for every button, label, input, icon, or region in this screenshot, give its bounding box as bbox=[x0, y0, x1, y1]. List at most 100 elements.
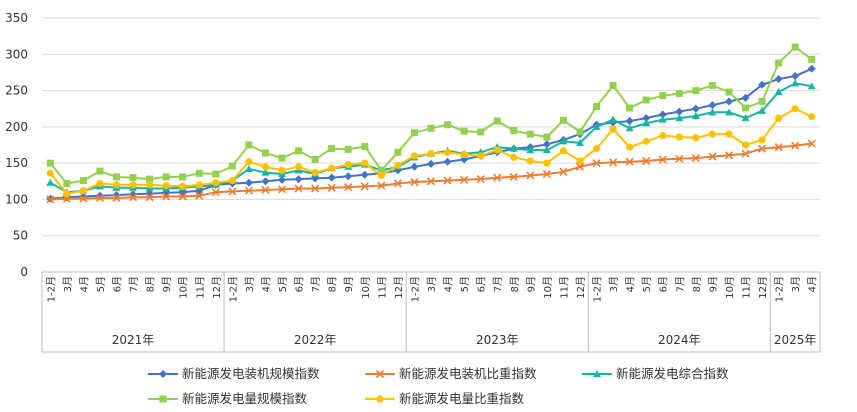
data-point bbox=[277, 185, 287, 194]
data-point bbox=[559, 137, 568, 145]
data-point bbox=[725, 130, 733, 138]
legend: 新能源发电装机规模指数 新能源发电装机比重指数 新能源发电综合指数新能源发电量规模指… bbox=[148, 366, 729, 406]
data-point bbox=[294, 184, 303, 193]
x-axis: 1-2月 3月 4月 5月 6月 7月 8月 9月 10月 11月 12月 1-2月 3月 4月 5月 6月 7… bbox=[41, 271, 821, 353]
y-tick-label: 150 bbox=[5, 156, 28, 170]
data-point bbox=[526, 130, 534, 138]
data-point bbox=[576, 128, 584, 136]
data-point bbox=[344, 183, 353, 192]
data-point bbox=[708, 108, 717, 116]
data-point bbox=[195, 181, 203, 189]
x-tick-label: 5月 bbox=[459, 276, 471, 292]
x-tick-label: 6月 bbox=[294, 276, 306, 292]
data-point bbox=[112, 181, 121, 189]
data-point bbox=[410, 152, 419, 160]
data-point bbox=[741, 114, 750, 122]
x-tick-label: 12月 bbox=[393, 276, 405, 299]
data-point bbox=[211, 188, 220, 197]
x-tick-label: 5月 bbox=[641, 276, 653, 292]
data-point bbox=[278, 166, 286, 174]
data-point bbox=[328, 145, 336, 153]
data-point bbox=[775, 114, 783, 122]
x-tick-label: 11月 bbox=[376, 276, 388, 299]
x-tick-label: 10月 bbox=[178, 276, 190, 299]
data-point bbox=[807, 139, 816, 148]
y-tick-label: 250 bbox=[5, 84, 28, 98]
data-point bbox=[79, 177, 87, 185]
x-tick-label: 8月 bbox=[691, 276, 703, 292]
x-tick-label: 1-2月 bbox=[409, 276, 421, 302]
data-point bbox=[675, 107, 684, 116]
data-point bbox=[375, 369, 385, 379]
plot-area bbox=[46, 43, 816, 204]
data-point bbox=[228, 162, 236, 170]
legend-label: 新能源发电综合指数 bbox=[616, 366, 729, 381]
y-tick-label: 0 bbox=[20, 265, 28, 279]
x-tick-label: 9月 bbox=[707, 276, 719, 292]
data-point bbox=[344, 160, 352, 169]
x-tick-label: 4月 bbox=[443, 276, 455, 292]
data-point bbox=[675, 133, 683, 141]
data-point bbox=[112, 193, 121, 203]
x-tick-label: 8月 bbox=[327, 276, 339, 292]
x-tick-label: 3月 bbox=[790, 276, 802, 292]
data-point bbox=[559, 167, 568, 176]
data-point bbox=[659, 131, 667, 140]
data-point bbox=[642, 137, 650, 145]
x-tick-label: 7月 bbox=[310, 276, 322, 292]
y-tick-label: 50 bbox=[13, 229, 28, 243]
data-point bbox=[278, 154, 286, 162]
data-point bbox=[708, 152, 717, 161]
data-point bbox=[791, 72, 800, 81]
data-point bbox=[361, 142, 369, 150]
y-tick-label: 100 bbox=[5, 192, 28, 206]
data-point bbox=[625, 124, 634, 132]
data-point bbox=[377, 181, 386, 190]
data-point bbox=[791, 141, 800, 150]
x-tick-label: 1-2月 bbox=[592, 276, 604, 302]
x-tick-label: 5月 bbox=[277, 276, 289, 292]
data-point bbox=[261, 185, 270, 195]
y-axis: 0 50 100 150 200 250 300 350 bbox=[5, 11, 28, 279]
data-point bbox=[96, 167, 104, 175]
data-point bbox=[708, 130, 717, 138]
data-point bbox=[543, 159, 551, 167]
data-point bbox=[244, 164, 253, 172]
data-point bbox=[807, 82, 816, 90]
legend-item: 新能源发电量规模指数 bbox=[148, 391, 308, 406]
data-point bbox=[476, 175, 485, 184]
data-point bbox=[195, 169, 203, 177]
data-point bbox=[63, 179, 71, 187]
data-point bbox=[791, 43, 799, 51]
x-tick-label: 9月 bbox=[525, 276, 537, 292]
data-point bbox=[162, 182, 170, 190]
data-point bbox=[774, 143, 783, 152]
data-point bbox=[460, 127, 468, 135]
data-point bbox=[46, 178, 55, 186]
data-point bbox=[509, 172, 518, 181]
legend-label: 新能源发电装机规模指数 bbox=[182, 366, 320, 381]
data-point bbox=[128, 193, 138, 202]
x-tick-label: 12月 bbox=[757, 276, 769, 299]
data-point bbox=[658, 115, 667, 123]
legend-label: 新能源发电装机比重指数 bbox=[399, 366, 537, 381]
data-point bbox=[261, 163, 270, 171]
data-point bbox=[394, 161, 402, 169]
legend-item: 新能源发电量比重指数 bbox=[365, 391, 525, 406]
data-point bbox=[410, 162, 419, 171]
data-point bbox=[360, 170, 369, 179]
x-tick-label: 8月 bbox=[145, 276, 157, 292]
x-tick-label: 12月 bbox=[575, 276, 587, 299]
data-point bbox=[593, 370, 601, 377]
data-point bbox=[510, 126, 518, 134]
data-point bbox=[692, 87, 700, 95]
data-point bbox=[261, 168, 270, 176]
data-point bbox=[642, 114, 651, 123]
data-point bbox=[725, 88, 733, 96]
data-point bbox=[592, 122, 601, 130]
data-point bbox=[95, 193, 105, 203]
data-point bbox=[510, 153, 518, 161]
data-point bbox=[62, 194, 71, 203]
data-point bbox=[294, 163, 303, 171]
data-point bbox=[692, 134, 700, 142]
